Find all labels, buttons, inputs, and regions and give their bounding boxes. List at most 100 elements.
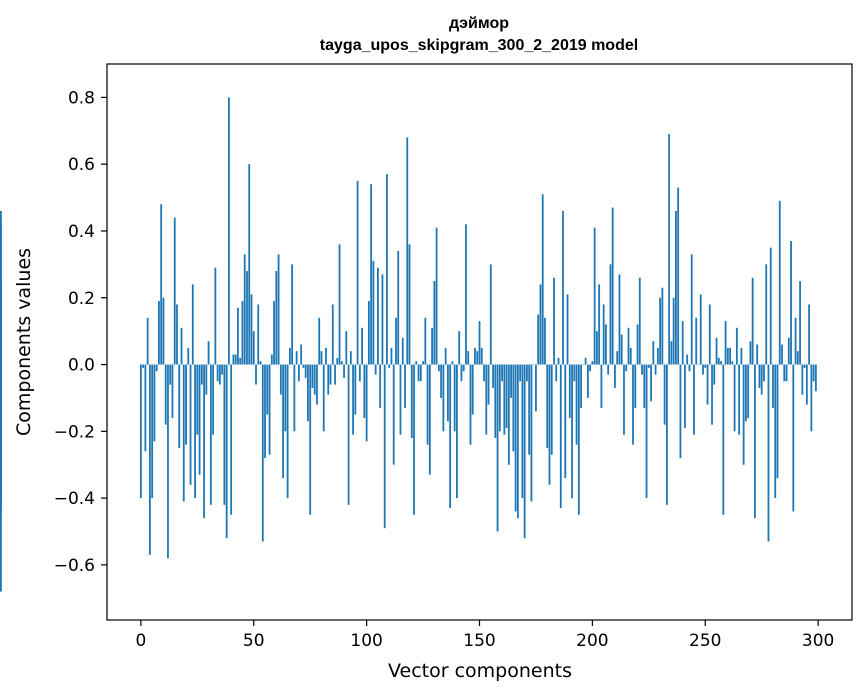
- bar-244: [690, 254, 693, 365]
- bar-224: [645, 364, 648, 499]
- bar-61: [277, 254, 280, 365]
- y-axis-ticks: −0.6 −0.4 −0.2 0.0 0.2 0.4 0.6 0.8: [54, 88, 107, 576]
- bar-267: [742, 364, 745, 465]
- bar-122: [415, 361, 418, 365]
- bar-55: [264, 364, 266, 459]
- bar-259: [724, 321, 727, 365]
- bar-14: [171, 364, 174, 418]
- bar-271: [751, 277, 754, 365]
- bar-230: [659, 297, 662, 365]
- bar-194: [577, 364, 580, 515]
- bar-94: [352, 364, 354, 435]
- bar-133: [440, 364, 443, 398]
- bar-50: [252, 331, 255, 365]
- bar-223: [643, 364, 646, 408]
- bar-264: [735, 327, 738, 365]
- bar-140: [456, 364, 458, 499]
- bar-192: [573, 364, 576, 382]
- bar-69: [295, 351, 298, 365]
- bar-171: [526, 364, 528, 382]
- bar-48: [248, 164, 251, 365]
- bar-184: [555, 364, 558, 382]
- bar-66: [288, 347, 291, 365]
- bar-52: [257, 304, 260, 365]
- bar-252: [708, 304, 711, 365]
- y-axis-label: Components values: [13, 248, 35, 436]
- bar-239: [679, 364, 682, 459]
- bar-149: [476, 351, 479, 365]
- bar-148: [474, 347, 476, 365]
- bar-undefined: [0, 210, 2, 365]
- bar-58: [270, 354, 273, 365]
- bar-86: [334, 364, 336, 385]
- bar-79: [318, 317, 321, 365]
- bar-118: [406, 137, 409, 365]
- x-tick-label: 0: [135, 631, 146, 651]
- bar-201: [593, 227, 596, 365]
- bar-226: [650, 364, 652, 402]
- bar-272: [754, 364, 756, 519]
- bar-19: [182, 364, 185, 502]
- x-tick-label: 150: [463, 631, 495, 651]
- bar-283: [778, 200, 781, 365]
- bar-208: [609, 264, 612, 365]
- bar-154: [487, 364, 490, 405]
- bar-235: [670, 341, 673, 365]
- bar-142: [460, 364, 463, 382]
- bar-77: [313, 364, 316, 395]
- x-axis-ticks: 0 50 100 150 200 250 300: [135, 620, 834, 651]
- x-tick-label: 50: [243, 631, 265, 651]
- bar-90: [343, 364, 345, 378]
- bar-24: [194, 364, 196, 499]
- bar-191: [571, 364, 573, 499]
- bar-204: [600, 364, 603, 408]
- bar-202: [595, 331, 598, 365]
- bar-119: [408, 244, 411, 365]
- bar-238: [677, 187, 680, 365]
- bar-220: [636, 324, 639, 365]
- bar-206: [605, 324, 607, 365]
- bar-193: [575, 364, 578, 445]
- bar-179: [544, 317, 546, 365]
- bar-106: [379, 364, 382, 408]
- bar-0: [139, 364, 142, 499]
- bar-96: [356, 180, 359, 365]
- y-tick-label: −0.6: [54, 556, 95, 576]
- bar-236: [672, 297, 675, 365]
- bar-285: [783, 364, 786, 382]
- bar-114: [397, 251, 400, 365]
- bar-253: [711, 364, 713, 425]
- bar-164: [510, 364, 513, 398]
- bar-153: [485, 364, 488, 435]
- bar-234: [668, 134, 671, 365]
- bar-273: [756, 344, 759, 365]
- bar-189: [566, 294, 569, 365]
- bar-233: [665, 364, 668, 505]
- bar-182: [550, 364, 553, 455]
- bar-137: [449, 364, 452, 509]
- bar-121: [413, 364, 415, 515]
- bar-291: [796, 351, 799, 365]
- bar-151: [480, 347, 483, 365]
- bar-125: [422, 361, 424, 365]
- bar-139: [453, 364, 456, 432]
- bar-210: [614, 364, 616, 388]
- bar-29: [205, 364, 208, 395]
- bar-183: [553, 277, 555, 365]
- bar-132: [437, 364, 440, 372]
- bar-33: [214, 267, 217, 365]
- y-tick-label: 0.4: [68, 222, 95, 242]
- bar-110: [388, 364, 391, 368]
- bar-117: [404, 364, 406, 408]
- bar-200: [591, 361, 594, 365]
- bar-241: [684, 364, 686, 428]
- bar-255: [715, 337, 718, 365]
- bar-143: [462, 364, 465, 372]
- bar-75: [309, 364, 312, 515]
- bar-284: [781, 344, 783, 365]
- chart-title-line-1: дэймор: [449, 15, 509, 32]
- bar-197: [584, 357, 587, 365]
- bar-180: [546, 364, 549, 449]
- bar-80: [320, 351, 323, 365]
- bar-261: [729, 347, 731, 365]
